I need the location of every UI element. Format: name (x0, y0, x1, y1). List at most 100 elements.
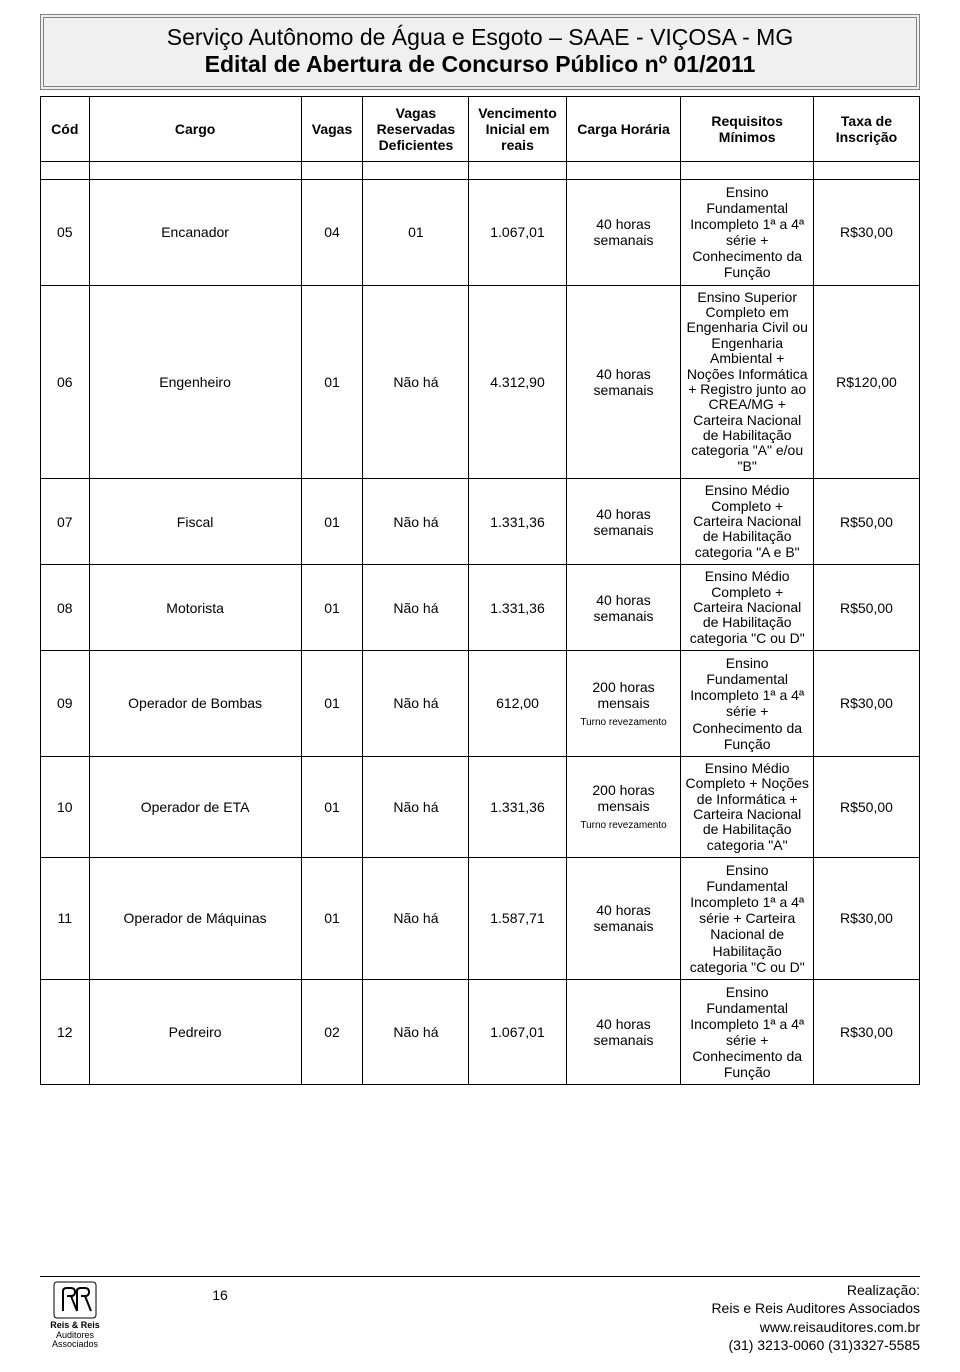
vacancies-table: Cód Cargo Vagas Vagas Reservadas Deficie… (40, 96, 920, 1085)
carga-main: 40 horas semanais (594, 216, 654, 248)
cell-vagas: 01 (301, 565, 363, 651)
table-row: 11Operador de Máquinas01Não há1.587,71 40… (41, 858, 920, 980)
cell-requisitos: Ensino Médio Completo + Carteira Naciona… (681, 479, 814, 565)
cell-requisitos: Ensino Fundamental Incompleto 1ª a 4ª sé… (681, 651, 814, 757)
cell-reservadas: Não há (363, 756, 469, 857)
cell-carga: 200 horas mensais Turno revezamento (566, 756, 681, 857)
cell-cod: 12 (41, 979, 90, 1085)
cell-requisitos: Ensino Fundamental Incompleto 1ª a 4ª sé… (681, 979, 814, 1085)
cell-vencimento: 1.587,71 (469, 858, 566, 980)
cell-taxa: R$30,00 (813, 651, 919, 757)
cell-cargo: Operador de Máquinas (89, 858, 301, 980)
cell-taxa: R$50,00 (813, 756, 919, 857)
col-header-carga: Carga Horária (566, 97, 681, 162)
cell-cod: 11 (41, 858, 90, 980)
cell-cod: 09 (41, 651, 90, 757)
cell-taxa: R$50,00 (813, 479, 919, 565)
carga-main: 200 horas mensais (592, 782, 654, 814)
cell-cargo: Motorista (89, 565, 301, 651)
cell-carga: 40 horas semanais (566, 565, 681, 651)
cell-cargo: Pedreiro (89, 979, 301, 1085)
cell-requisitos: Ensino Superior Completo em Engenharia C… (681, 285, 814, 479)
cell-vencimento: 1.331,36 (469, 565, 566, 651)
footer-logo-sub: Auditores Associados (40, 1331, 110, 1350)
col-header-reservadas: Vagas Reservadas Deficientes (363, 97, 469, 162)
table-spacer-row (41, 162, 920, 180)
cell-vagas: 01 (301, 285, 363, 479)
carga-main: 200 horas mensais (592, 679, 654, 711)
table-header-row: Cód Cargo Vagas Vagas Reservadas Deficie… (41, 97, 920, 162)
col-header-vagas: Vagas (301, 97, 363, 162)
cell-vencimento: 1.067,01 (469, 180, 566, 286)
cell-cod: 08 (41, 565, 90, 651)
cell-taxa: R$50,00 (813, 565, 919, 651)
cell-vencimento: 1.067,01 (469, 979, 566, 1085)
cell-carga: 40 horas semanais (566, 479, 681, 565)
footer-company: Reis e Reis Auditores Associados (711, 1300, 920, 1316)
carga-main: 40 horas semanais (594, 1016, 654, 1048)
table-row: 06Engenheiro01Não há4.312,90 40 horas sem… (41, 285, 920, 479)
col-header-taxa: Taxa de Inscrição (813, 97, 919, 162)
realizacao-label: Realização: (847, 1282, 920, 1298)
cell-reservadas: Não há (363, 858, 469, 980)
col-header-cargo: Cargo (89, 97, 301, 162)
cell-taxa: R$30,00 (813, 858, 919, 980)
cell-vagas: 04 (301, 180, 363, 286)
table-row: 09Operador de Bombas01Não há612,00200 ho… (41, 651, 920, 757)
cell-vagas: 01 (301, 756, 363, 857)
page-footer: Reis & Reis Auditores Associados 16 Real… (40, 1276, 920, 1354)
cell-vencimento: 1.331,36 (469, 756, 566, 857)
cell-carga: 40 horas semanais (566, 180, 681, 286)
table-row: 10Operador de ETA01Não há1.331,36200 hor… (41, 756, 920, 857)
cell-vagas: 01 (301, 858, 363, 980)
cell-carga: 40 horas semanais (566, 285, 681, 479)
cell-reservadas: Não há (363, 479, 469, 565)
cell-reservadas: Não há (363, 979, 469, 1085)
cell-vencimento: 612,00 (469, 651, 566, 757)
footer-site: www.reisauditores.com.br (760, 1319, 920, 1335)
carga-sub: Turno revezamento (571, 717, 677, 728)
cell-taxa: R$30,00 (813, 180, 919, 286)
cell-taxa: R$30,00 (813, 979, 919, 1085)
table-row: 07Fiscal01Não há1.331,3640 horas semanai… (41, 479, 920, 565)
carga-sub: Turno revezamento (571, 820, 677, 831)
cell-carga: 200 horas mensais Turno revezamento (566, 651, 681, 757)
cell-taxa: R$120,00 (813, 285, 919, 479)
cell-vencimento: 1.331,36 (469, 479, 566, 565)
carga-main: 40 horas semanais (594, 366, 654, 398)
cell-cod: 10 (41, 756, 90, 857)
header-line-2: Edital de Abertura de Concurso Público n… (54, 51, 906, 78)
carga-main: 40 horas semanais (594, 506, 654, 538)
cell-cod: 07 (41, 479, 90, 565)
cell-cargo: Encanador (89, 180, 301, 286)
page-number: 16 (110, 1281, 330, 1303)
cell-reservadas: Não há (363, 565, 469, 651)
cell-reservadas: Não há (363, 651, 469, 757)
cell-cargo: Engenheiro (89, 285, 301, 479)
footer-phones: (31) 3213-0060 (31)3327-5585 (729, 1337, 920, 1353)
cell-vencimento: 4.312,90 (469, 285, 566, 479)
cell-vagas: 01 (301, 651, 363, 757)
cell-cod: 06 (41, 285, 90, 479)
table-row: 08Motorista01Não há1.331,36 40 horas sema… (41, 565, 920, 651)
carga-main: 40 horas semanais (594, 902, 654, 934)
cell-vagas: 02 (301, 979, 363, 1085)
cell-cod: 05 (41, 180, 90, 286)
cell-requisitos: Ensino Médio Completo + Carteira Naciona… (681, 565, 814, 651)
carga-main: 40 horas semanais (594, 592, 654, 624)
table-row: 05Encanador04011.067,01 40 horas semanais… (41, 180, 920, 286)
cell-carga: 40 horas semanais (566, 858, 681, 980)
cell-requisitos: Ensino Fundamental Incompleto 1ª a 4ª sé… (681, 858, 814, 980)
col-header-vencimento: Vencimento Inicial em reais (469, 97, 566, 162)
header-line-1: Serviço Autônomo de Água e Esgoto – SAAE… (54, 24, 906, 51)
reis-reis-logo-icon (53, 1281, 97, 1319)
cell-cargo: Fiscal (89, 479, 301, 565)
table-row: 12Pedreiro02Não há1.067,01 40 horas seman… (41, 979, 920, 1085)
footer-right: Realização: Reis e Reis Auditores Associ… (330, 1281, 920, 1354)
cell-carga: 40 horas semanais (566, 979, 681, 1085)
cell-cargo: Operador de ETA (89, 756, 301, 857)
cell-requisitos: Ensino Médio Completo + Noções de Inform… (681, 756, 814, 857)
cell-reservadas: Não há (363, 285, 469, 479)
cell-cargo: Operador de Bombas (89, 651, 301, 757)
cell-reservadas: 01 (363, 180, 469, 286)
